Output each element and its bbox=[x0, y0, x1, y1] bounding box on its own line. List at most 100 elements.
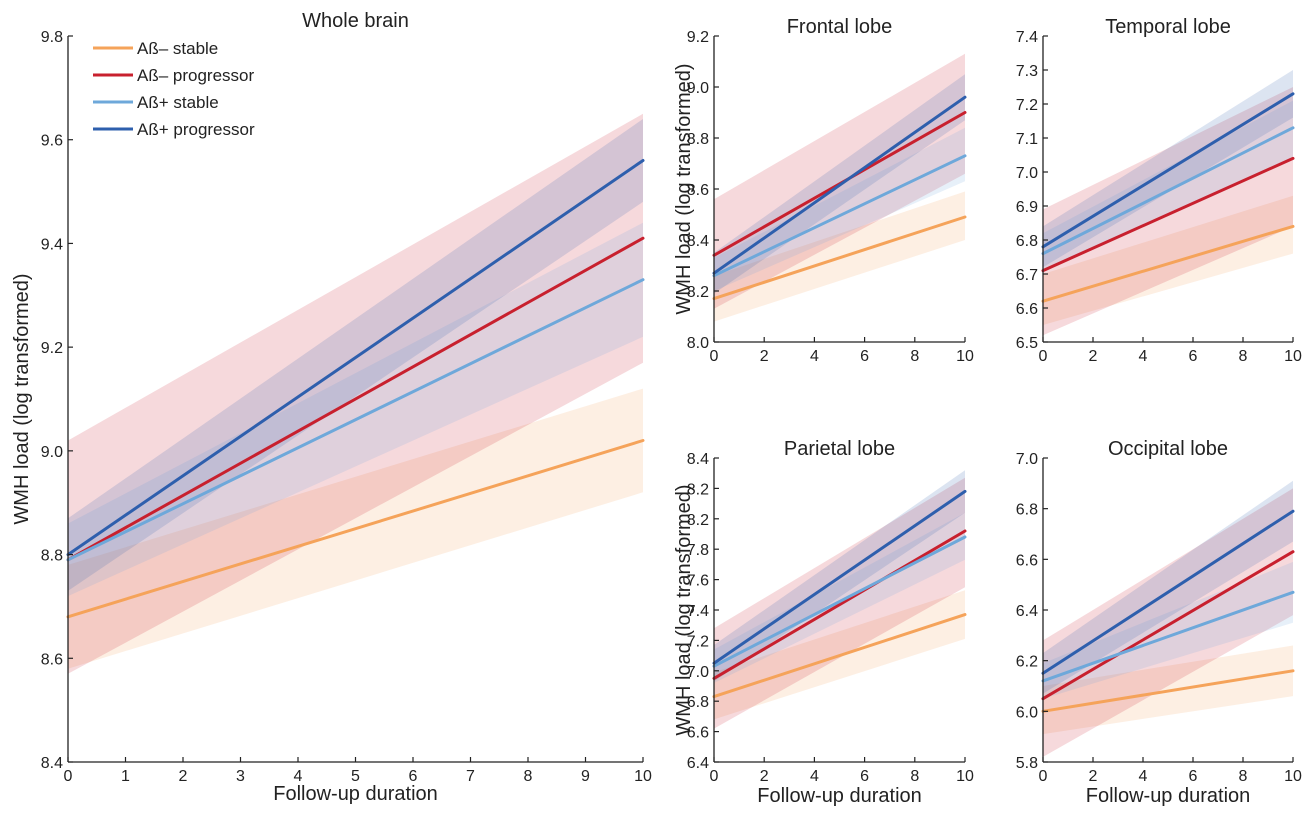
y-tick-label-frontal: 8.4 bbox=[687, 233, 709, 250]
y-tick-label-frontal: 8.6 bbox=[687, 182, 709, 199]
y-tick-label-temporal: 7.0 bbox=[1016, 165, 1038, 182]
panel-title-whole: Whole brain bbox=[302, 10, 409, 32]
y-tick-label-temporal: 6.9 bbox=[1016, 199, 1038, 216]
panel-title-parietal: Parietal lobe bbox=[784, 438, 895, 460]
x-tick-label-temporal: 10 bbox=[1284, 348, 1302, 365]
series-line-temporal-ab_pos_stable bbox=[1041, 126, 1295, 256]
x-tick-label-parietal: 8 bbox=[910, 768, 919, 785]
x-tick-label-whole: 4 bbox=[294, 768, 303, 785]
series-line-temporal-ab_pos_prog bbox=[1041, 92, 1295, 249]
ci-band-occipital-ab_neg_prog bbox=[1043, 488, 1293, 757]
y-tick-label-temporal: 7.3 bbox=[1016, 63, 1038, 80]
x-tick-label-whole: 6 bbox=[409, 768, 418, 785]
x-axis-label-parietal: Follow-up duration bbox=[757, 785, 922, 807]
x-tick-label-parietal: 2 bbox=[760, 768, 769, 785]
x-tick-label-frontal: 2 bbox=[760, 348, 769, 365]
series-line-frontal-ab_pos_prog bbox=[712, 95, 967, 275]
y-tick-label-parietal: 7.8 bbox=[687, 542, 709, 559]
x-tick-label-parietal: 6 bbox=[860, 768, 869, 785]
x-tick-label-frontal: 0 bbox=[710, 348, 719, 365]
x-tick-label-occipital: 10 bbox=[1284, 768, 1302, 785]
y-tick-label-occipital: 6.0 bbox=[1016, 704, 1038, 721]
x-axis-label-occipital: Follow-up duration bbox=[1086, 785, 1251, 807]
series-line-whole-ab_neg_prog bbox=[66, 236, 645, 562]
x-tick-label-occipital: 2 bbox=[1089, 768, 1098, 785]
panel-parietal: 6.4 6.6 6.8 7.0 7.2 7.4 7.6 7.8 8.2 8.2 8.4 0 2 4 6 8 10… bbox=[673, 438, 974, 807]
y-tick-label-frontal: 9.2 bbox=[687, 29, 709, 46]
y-tick-label-parietal: 7.2 bbox=[687, 633, 709, 650]
panel-title-temporal: Temporal lobe bbox=[1105, 16, 1231, 38]
y-tick-label-parietal: 8.2 bbox=[687, 481, 709, 498]
y-tick-label-temporal: 7.4 bbox=[1016, 29, 1038, 46]
ci-band-occipital-ab_pos_stable bbox=[1043, 561, 1293, 699]
y-axis-label-whole: WMH load (log transformed) bbox=[11, 273, 33, 524]
ci-band-temporal-ab_pos_stable bbox=[1043, 100, 1293, 271]
y-tick-label-parietal: 6.8 bbox=[687, 694, 709, 711]
series-line-parietal-ab_neg_stable bbox=[712, 613, 967, 699]
series-group-temporal bbox=[1041, 70, 1295, 336]
x-axis-label-whole: Follow-up duration bbox=[273, 783, 438, 805]
x-tick-label-temporal: 2 bbox=[1089, 348, 1098, 365]
y-tick-label-parietal: 6.6 bbox=[687, 725, 709, 742]
x-tick-label-parietal: 0 bbox=[710, 768, 719, 785]
x-tick-label-frontal: 8 bbox=[910, 348, 919, 365]
y-tick-label-parietal: 8.2 bbox=[687, 512, 709, 529]
panel-whole: 8.4 8.6 8.8 9.0 9.2 9.4 9.6 9.8 0 1 2 3 4 5 6 7 8 9 10 Whol… bbox=[11, 10, 652, 805]
y-tick-label-whole: 8.6 bbox=[41, 651, 63, 668]
ci-band-whole-ab_pos_stable bbox=[68, 222, 643, 597]
ci-band-occipital-ab_pos_prog bbox=[1043, 480, 1293, 694]
series-line-temporal-ab_neg_prog bbox=[1041, 156, 1295, 273]
legend-label-ab-neg-stable: Aß– stable bbox=[137, 39, 218, 58]
panel-temporal: 6.5 6.6 6.7 6.8 6.9 7.0 7.1 7.2 7.3 7.4 0 2 4 6 8 10 Tem… bbox=[1016, 16, 1302, 365]
panel-title-occipital: Occipital lobe bbox=[1108, 438, 1228, 460]
series-line-temporal-ab_neg_stable bbox=[1041, 224, 1295, 303]
y-tick-label-parietal: 8.4 bbox=[687, 451, 709, 468]
x-tick-label-occipital: 8 bbox=[1239, 768, 1248, 785]
x-tick-label-occipital: 6 bbox=[1189, 768, 1198, 785]
x-tick-label-whole: 0 bbox=[64, 768, 73, 785]
y-tick-label-temporal: 6.8 bbox=[1016, 233, 1038, 250]
x-tick-label-whole: 9 bbox=[581, 768, 590, 785]
panel-frontal: 8.0 8.2 8.4 8.6 8.8 9.0 9.2 0 2 4 6 8 10 Frontal lobe… bbox=[673, 16, 974, 365]
series-line-occipital-ab_pos_stable bbox=[1041, 590, 1295, 683]
y-tick-label-occipital: 7.0 bbox=[1016, 451, 1038, 468]
series-group-whole bbox=[66, 113, 645, 674]
x-tick-label-whole: 8 bbox=[524, 768, 533, 785]
y-tick-label-whole: 9.8 bbox=[41, 29, 63, 46]
x-tick-label-parietal: 10 bbox=[956, 768, 974, 785]
y-tick-label-whole: 9.4 bbox=[41, 236, 63, 253]
x-tick-label-parietal: 4 bbox=[810, 768, 819, 785]
y-tick-label-occipital: 6.2 bbox=[1016, 654, 1038, 671]
y-axis-label-frontal: WMH load (log transformed) bbox=[673, 63, 695, 314]
y-tick-label-whole: 9.6 bbox=[41, 133, 63, 150]
series-line-whole-ab_neg_stable bbox=[66, 439, 645, 619]
series-line-frontal-ab_pos_stable bbox=[712, 154, 967, 278]
series-group-frontal bbox=[712, 53, 967, 322]
legend: Aß– stable Aß– progressor Aß+ stable Aß+… bbox=[93, 39, 255, 139]
y-tick-label-parietal: 7.0 bbox=[687, 664, 709, 681]
x-tick-label-temporal: 0 bbox=[1039, 348, 1048, 365]
x-tick-label-occipital: 0 bbox=[1039, 768, 1048, 785]
ci-band-temporal-ab_neg_prog bbox=[1043, 87, 1293, 336]
y-tick-label-whole: 9.2 bbox=[41, 340, 63, 357]
ci-band-temporal-ab_neg_stable bbox=[1043, 195, 1293, 325]
y-tick-label-parietal: 7.4 bbox=[687, 603, 709, 620]
ci-band-whole-ab_pos_prog bbox=[68, 119, 643, 591]
y-tick-label-occipital: 6.4 bbox=[1016, 603, 1038, 620]
x-tick-label-whole: 5 bbox=[351, 768, 360, 785]
series-line-frontal-ab_neg_stable bbox=[712, 215, 967, 301]
y-tick-label-parietal: 7.6 bbox=[687, 573, 709, 590]
y-tick-label-frontal: 9.0 bbox=[687, 80, 709, 97]
series-group-parietal bbox=[712, 470, 967, 729]
legend-label-ab-pos-prog: Aß+ progressor bbox=[137, 120, 255, 139]
series-line-whole-ab_pos_stable bbox=[66, 278, 645, 562]
ci-band-frontal-ab_pos_stable bbox=[714, 127, 965, 291]
x-tick-label-whole: 3 bbox=[236, 768, 245, 785]
y-tick-label-occipital: 6.6 bbox=[1016, 552, 1038, 569]
legend-label-ab-pos-stable: Aß+ stable bbox=[137, 93, 219, 112]
y-tick-label-occipital: 5.8 bbox=[1016, 755, 1038, 772]
y-axis-label-parietal: WMH load (log transformed) bbox=[673, 484, 695, 735]
y-tick-label-frontal: 8.2 bbox=[687, 284, 709, 301]
